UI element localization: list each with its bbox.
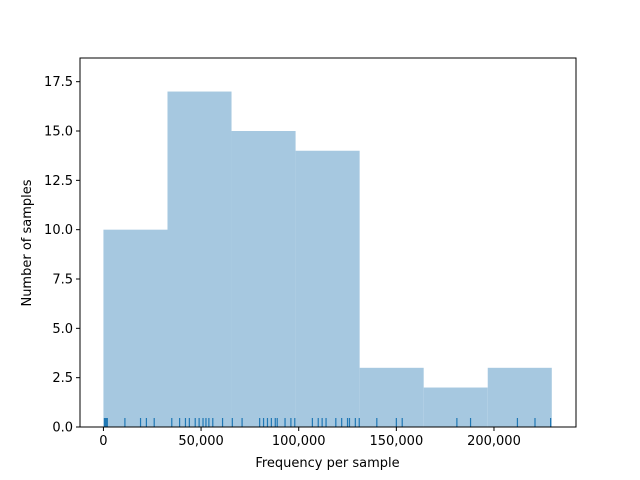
plot-frame [79,57,577,428]
histogram-bar-6 [487,367,552,427]
y-tick-label: 7.5 [52,273,73,288]
histogram-bar-5 [423,387,488,427]
x-tick-label: 100,000 [272,434,326,449]
y-axis: 0.0 2.5 5.0 7.5 10.0 12.5 15.0 17.5 [44,75,80,436]
y-tick-label: 10.0 [44,223,73,238]
histogram-bars [103,91,552,428]
histogram-bar-3 [295,150,360,427]
histogram-bar-0 [103,229,168,427]
x-axis-label: Frequency per sample [255,456,399,471]
y-tick-label: 15.0 [44,125,73,140]
x-tick-label: 150,000 [369,434,423,449]
rug-ticks [103,418,552,427]
histogram-bar-1 [167,91,232,427]
y-tick-label: 17.5 [44,75,73,90]
x-tick-label: 0 [99,434,107,449]
histogram-bar-2 [231,131,296,428]
x-tick-label: 50,000 [178,434,224,449]
y-tick-label: 2.5 [52,371,73,386]
y-tick-label: 0.0 [52,421,73,436]
x-axis: 0 50,000 100,000 150,000 200,000 [99,427,521,449]
y-tick-label: 12.5 [44,174,73,189]
y-axis-label: Number of samples [20,179,35,306]
y-tick-label: 5.0 [52,322,73,337]
x-tick-label: 200,000 [467,434,521,449]
histogram-bar-4 [359,367,424,427]
